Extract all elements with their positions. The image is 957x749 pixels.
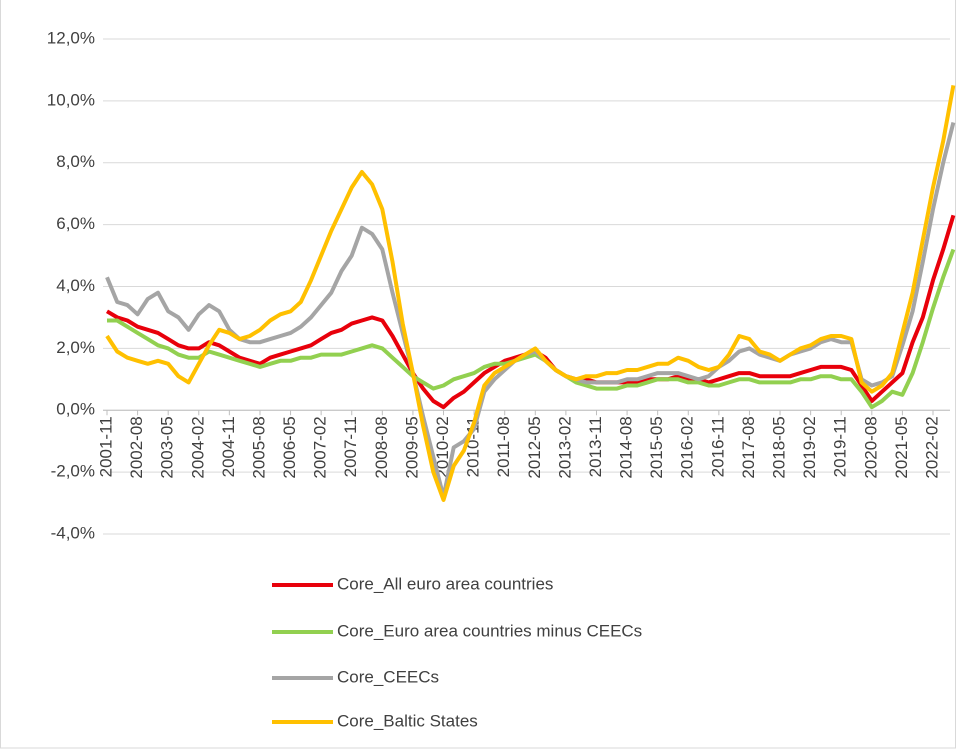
legend-label: Core_Baltic States	[337, 711, 478, 730]
y-tick-label: -4,0%	[51, 523, 95, 542]
x-tick-label: 2005-08	[249, 416, 268, 478]
x-tick-label: 2020-08	[861, 416, 880, 478]
x-tick-label: 2016-02	[678, 416, 697, 478]
x-tick-label: 2013-02	[555, 416, 574, 478]
x-tick-label: 2012-05	[525, 416, 544, 478]
y-tick-label: 2,0%	[56, 338, 95, 357]
x-tick-label: 2008-08	[372, 416, 391, 478]
x-tick-label: 2018-05	[770, 416, 789, 478]
x-tick-label: 2003-05	[158, 416, 177, 478]
x-tick-label: 2022-02	[922, 416, 941, 478]
y-tick-label: -2,0%	[51, 462, 95, 481]
x-tick-label: 2007-11	[341, 416, 360, 477]
x-tick-label: 2019-02	[800, 416, 819, 478]
x-tick-label: 2010-02	[433, 416, 452, 478]
x-tick-label: 2013-11	[586, 416, 605, 477]
x-tick-label: 2021-05	[892, 416, 911, 478]
x-tick-label: 2019-11	[831, 416, 850, 477]
y-tick-label: 10,0%	[47, 90, 95, 109]
y-tick-label: 6,0%	[56, 214, 95, 233]
x-tick-label: 2011-08	[494, 416, 513, 477]
x-tick-label: 2002-08	[127, 416, 146, 478]
x-tick-label: 2014-08	[617, 416, 636, 478]
series-line	[107, 248, 956, 410]
series-line	[105, 85, 956, 502]
y-tick-label: 4,0%	[56, 276, 95, 295]
legend-label: Core_CEECs	[337, 667, 439, 686]
x-tick-label: 2007-02	[311, 416, 330, 478]
legend-label: Core_All euro area countries	[337, 574, 553, 593]
x-tick-label: 2004-02	[188, 416, 207, 478]
y-tick-label: 8,0%	[56, 152, 95, 171]
x-tick-label: 2016-11	[708, 416, 727, 477]
x-tick-label: 2006-05	[280, 416, 299, 478]
x-tick-label: 2010-11	[464, 416, 483, 477]
y-tick-label: 0,0%	[56, 400, 95, 419]
y-tick-label: 12,0%	[47, 28, 95, 47]
x-tick-label: 2001-11	[96, 416, 115, 477]
x-tick-label: 2009-05	[402, 416, 421, 478]
x-tick-label: 2017-08	[739, 416, 758, 478]
legend-label: Core_Euro area countries minus CEECs	[337, 621, 642, 640]
x-tick-label: 2004-11	[219, 416, 238, 477]
x-tick-label: 2015-05	[647, 416, 666, 478]
